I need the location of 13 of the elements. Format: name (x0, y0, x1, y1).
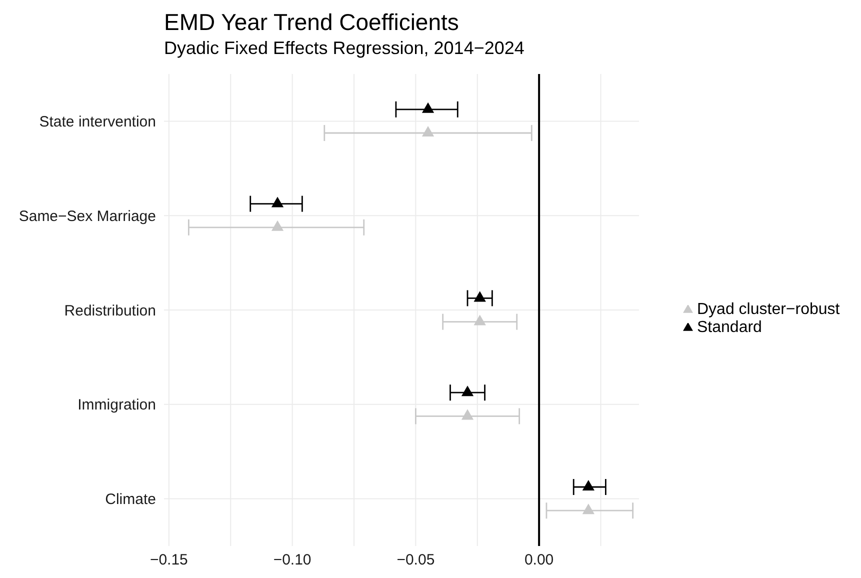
x-tick-label: 0.00 (524, 552, 554, 569)
x-tick-label: −0.15 (150, 552, 188, 569)
y-tick-label: Redistribution (64, 302, 156, 320)
y-tick-label: Immigration (78, 396, 156, 414)
legend-label: Standard (697, 319, 762, 336)
y-tick-label: State intervention (39, 114, 156, 131)
x-tick-label: −0.10 (273, 552, 312, 569)
chart-subtitle: Dyadic Fixed Effects Regression, 2014−2024 (164, 37, 526, 60)
chart-title: EMD Year Trend Coefficients (164, 8, 460, 36)
y-tick-label: Same−Sex Marriage (18, 208, 156, 225)
y-tick-label: Climate (105, 491, 156, 508)
legend-label: Dyad cluster−robust (697, 301, 840, 318)
x-tick-label: −0.05 (396, 552, 435, 569)
